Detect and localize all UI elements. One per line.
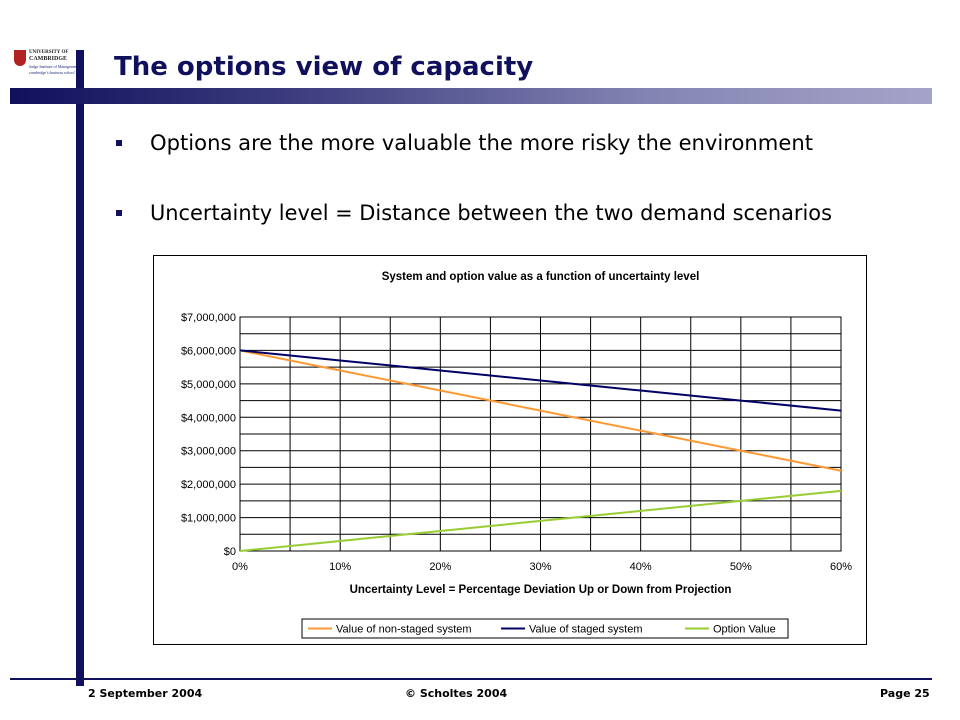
bullet-marker-2 (116, 210, 122, 216)
chart-title: System and option value as a function of… (382, 271, 700, 283)
slide-title: The options view of capacity (114, 52, 534, 82)
y-tick-label: $5,000,000 (181, 379, 236, 391)
title-gradient-bar (10, 88, 932, 104)
x-tick-label: 20% (429, 561, 451, 573)
logo-line-2: CAMBRIDGE (29, 56, 68, 62)
logo-line-4: cambridge's business school (29, 70, 75, 75)
x-tick-label: 50% (730, 561, 752, 573)
footer-copyright: © Scholtes 2004 (405, 687, 508, 700)
footer-page: Page 25 (880, 687, 930, 700)
logo-line-3: Judge Institute of Management (29, 64, 79, 69)
y-tick-label: $4,000,000 (181, 412, 236, 424)
chart-container: System and option value as a function of… (153, 255, 867, 645)
plot-border (239, 316, 842, 552)
series-line (239, 349, 842, 412)
y-tick-label: $7,000,000 (181, 312, 236, 324)
x-tick-label: 60% (830, 561, 852, 573)
y-tick-label: $6,000,000 (181, 345, 236, 357)
legend-label: Option Value (713, 624, 776, 636)
x-tick-label: 30% (529, 561, 551, 573)
crest-icon (14, 50, 26, 66)
x-tick-label: 0% (232, 561, 248, 573)
x-tick-label: 40% (630, 561, 652, 573)
bullet-marker-1 (116, 140, 122, 146)
x-tick-label: 10% (329, 561, 351, 573)
y-tick-label: $1,000,000 (181, 513, 236, 525)
footer-rule (10, 678, 932, 680)
y-tick-label: $3,000,000 (181, 446, 236, 458)
legend-label: Value of non-staged system (336, 624, 472, 636)
logo-line-1: UNIVERSITY OF (29, 50, 69, 55)
university-logo: UNIVERSITY OF CAMBRIDGE Judge Institute … (14, 50, 79, 80)
vertical-accent-bar (76, 50, 84, 686)
series-line (239, 489, 842, 552)
y-tick-label: $2,000,000 (181, 479, 236, 491)
footer-date: 2 September 2004 (88, 687, 203, 700)
legend-label: Value of staged system (529, 624, 643, 636)
line-chart: System and option value as a function of… (181, 271, 852, 639)
bullet-text-1: Options are the more valuable the more r… (150, 131, 813, 155)
chart-legend (301, 618, 789, 639)
series-line (239, 349, 842, 472)
x-axis-label: Uncertainty Level = Percentage Deviation… (350, 584, 732, 596)
y-tick-label: $0 (224, 546, 236, 558)
bullet-text-2: Uncertainty level = Distance between the… (150, 201, 832, 225)
